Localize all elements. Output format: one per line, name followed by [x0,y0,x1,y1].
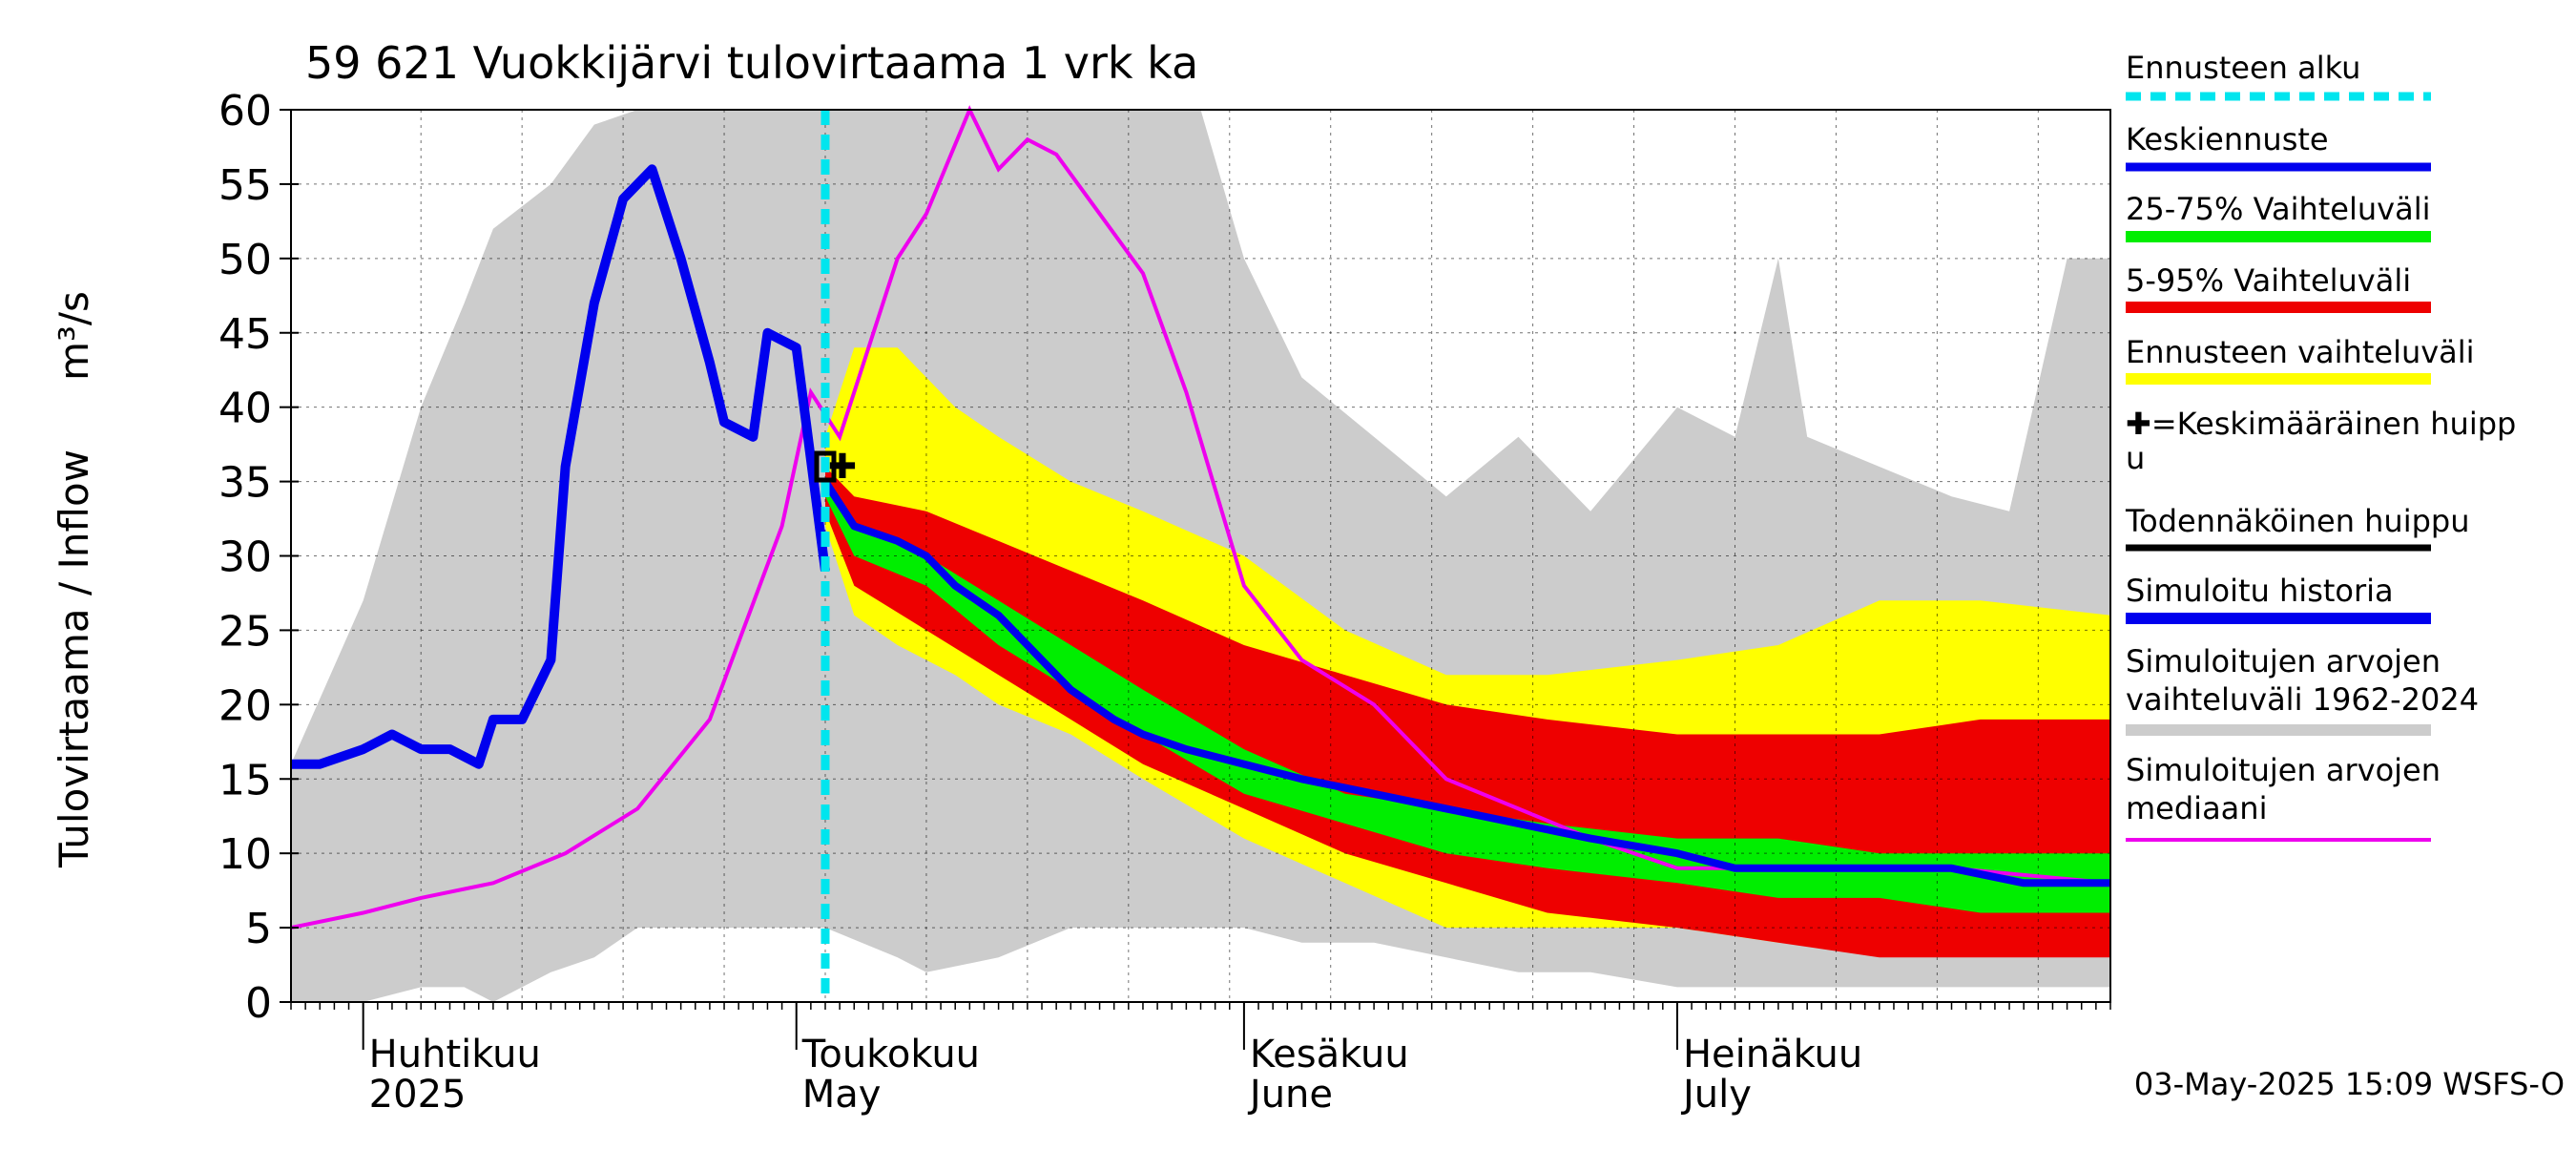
legend-label-line: ✚=Keskimääräinen huipp [2126,406,2516,442]
legend-label-line: mediaani [2126,790,2267,826]
legend-label-history_range: Simuloitujen arvojen vaihteluväli 1962-20… [2126,643,2479,718]
legend-label-line: Simuloitujen arvojen [2126,752,2441,788]
y-tick-label: 35 [218,459,272,508]
legend-label-simulated_history: Simuloitu historia [2126,573,2394,609]
y-tick-label: 25 [218,607,272,656]
x-month-label-en: July [1680,1073,1752,1117]
y-tick-label: 5 [245,905,272,953]
y-tick-label: 55 [218,161,272,210]
legend-label-iqr_band: 25-75% Vaihteluväli [2126,191,2430,227]
probable-peak-marker [814,450,837,483]
y-tick-label: 20 [218,681,272,730]
simulated-history-line [291,164,830,769]
x-month-label-en: June [1247,1073,1333,1117]
y-tick-label: 45 [218,310,272,359]
footer-timestamp: 03-May-2025 15:09 WSFS-O [2134,1066,2565,1102]
legend-label-line: Simuloitujen arvojen [2126,643,2441,679]
y-axis-label: Tulovirtaama / Inflow [51,449,97,868]
y-tick-label: 15 [218,756,272,804]
legend-label-line: vaihteluväli 1962-2024 [2126,681,2479,718]
mean-peak-marker: ✚ [828,448,857,487]
lines-layer: ✚ [290,105,2111,1002]
legend-label-probable_peak: Todennäköinen huippu [2125,503,2470,539]
history-median-line [290,105,2111,930]
legend: Ennusteen alku Keskiennuste 25-75% Vaihtel… [2125,50,2516,842]
x-month-label-en: May [802,1073,882,1117]
x-month-label-fi: Toukokuu [801,1033,980,1076]
y-tick-label: 0 [245,979,272,1028]
y-axis-unit: m³/s [51,291,97,381]
y-tick-label: 10 [218,830,272,879]
x-month-label-fi: Heinäkuu [1683,1033,1862,1076]
legend-label-forecast_start: Ennusteen alku [2126,50,2360,86]
mean-forecast-line [821,479,2110,888]
y-tick-label: 30 [218,533,272,582]
legend-label-mean_forecast: Keskiennuste [2126,121,2329,157]
chart-title: 59 621 Vuokkijärvi tulovirtaama 1 vrk ka [305,37,1198,89]
y-tick-label: 40 [218,385,272,433]
legend-label-p5_95_band: 5-95% Vaihteluväli [2126,262,2411,299]
axes-layer: 051015202530354045505560Huhtikuu2025Touk… [218,87,2111,1117]
p5-95-band [825,467,2110,958]
x-month-label-en: 2025 [369,1073,467,1117]
legend-label-line: u [2126,440,2145,476]
legend-label-mean_peak: ✚=Keskimääräinen huipp u [2126,406,2516,476]
legend-label-forecast_range: Ennusteen vaihteluväli [2126,334,2475,370]
y-tick-label: 50 [218,236,272,284]
x-month-label-fi: Kesäkuu [1250,1033,1409,1076]
x-month-label-fi: Huhtikuu [369,1033,541,1076]
y-tick-label: 60 [218,87,272,136]
legend-label-history_median: Simuloitujen arvojen mediaani [2126,752,2441,826]
